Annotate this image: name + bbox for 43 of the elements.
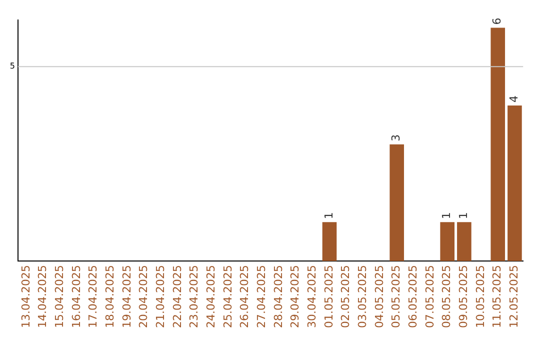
x-tick-label: 17.04.2025 <box>86 265 100 328</box>
x-tick-label: 22.04.2025 <box>170 265 184 328</box>
data-label: 4 <box>508 96 521 103</box>
x-tick-label: 20.04.2025 <box>137 265 150 328</box>
x-tick-label: 28.04.2025 <box>272 265 285 328</box>
x-tick-label: 08.05.2025 <box>440 265 454 328</box>
x-tick-label: 27.04.2025 <box>255 265 268 328</box>
x-tick-label: 10.05.2025 <box>474 265 487 328</box>
x-tick-label: 19.04.2025 <box>120 265 134 328</box>
x-tick-label: 25.04.2025 <box>221 265 234 328</box>
data-label: 6 <box>490 18 504 25</box>
x-tick-label: 12.05.2025 <box>508 265 521 328</box>
bar <box>490 28 506 262</box>
bar <box>457 222 472 262</box>
x-tick-label: 13.04.2025 <box>19 265 32 328</box>
x-tick-label: 03.05.2025 <box>356 265 370 328</box>
x-tick-label: 01.05.2025 <box>322 265 336 328</box>
x-tick-label: 24.04.2025 <box>204 265 218 328</box>
bar <box>440 222 455 262</box>
data-label: 1 <box>440 212 454 220</box>
x-tick-label: 05.05.2025 <box>390 265 403 328</box>
x-tick-label: 26.04.2025 <box>238 265 252 328</box>
x-tick-label: 02.05.2025 <box>339 265 352 328</box>
x-tick-label: 15.04.2025 <box>52 265 66 328</box>
bar <box>322 222 337 262</box>
x-tick-label: 29.04.2025 <box>288 265 302 328</box>
x-tick-label: 21.04.2025 <box>154 265 167 328</box>
x-tick-label: 30.04.2025 <box>306 265 319 328</box>
x-tick-label: 14.04.2025 <box>36 265 50 328</box>
bar <box>390 144 404 262</box>
x-tick-label: 06.05.2025 <box>406 265 420 328</box>
x-tick-label: 18.04.2025 <box>103 265 116 328</box>
x-tick-label: 23.04.2025 <box>188 265 201 328</box>
data-label: 1 <box>457 212 470 220</box>
x-tick-label: 07.05.2025 <box>423 265 436 328</box>
data-label: 3 <box>390 134 403 142</box>
ref-line-label: 5 <box>10 62 15 71</box>
data-label: 1 <box>322 212 336 220</box>
x-tick-label: 04.05.2025 <box>372 265 386 328</box>
x-tick-label: 16.04.2025 <box>70 265 83 328</box>
x-tick-label: 09.05.2025 <box>457 265 470 328</box>
bar <box>508 106 522 262</box>
x-tick-label: 11.05.2025 <box>490 265 504 328</box>
